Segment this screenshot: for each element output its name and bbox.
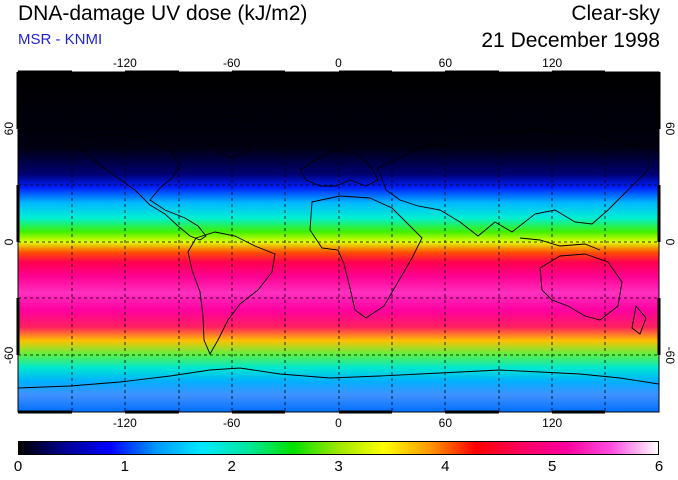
colorbar-tick-label: 0 <box>13 458 23 475</box>
colorbar-tick-label: 4 <box>441 458 450 475</box>
colorbar-tick-label: 2 <box>227 458 236 475</box>
lon-label-bottom: 120 <box>542 416 562 430</box>
lon-label-top: -60 <box>223 56 241 70</box>
europe-coast <box>299 149 379 187</box>
map-title: DNA-damage UV dose (kJ/m2) <box>18 2 308 25</box>
lon-labels-bottom: -120 -60 0 60 120 <box>113 416 563 430</box>
australia-coast <box>539 253 623 321</box>
lat-label-left: 0 <box>2 238 16 245</box>
lat-label-left: 60 <box>2 122 16 136</box>
lat-labels-right: 60 0 -60 <box>663 122 677 364</box>
lat-label-left: -60 <box>2 346 16 364</box>
map-frame <box>16 70 661 414</box>
north-america-coast <box>58 134 207 241</box>
asia-coast <box>377 129 651 237</box>
source-label: MSR - KNMI <box>18 31 103 48</box>
lon-label-bottom: 0 <box>335 416 342 430</box>
new-zealand-coast <box>631 304 647 335</box>
lon-labels-top: -120 -60 0 60 120 <box>113 56 563 70</box>
sky-condition: Clear-sky <box>571 2 660 25</box>
africa-coast <box>309 195 423 319</box>
lon-label-top: 0 <box>335 56 342 70</box>
colorbar-tick-label: 3 <box>334 458 343 475</box>
colorbar-tick-label: 6 <box>654 458 664 475</box>
lat-labels-left: 60 0 -60 <box>2 122 16 364</box>
uv-dose-map: -120 -60 0 60 120 -120 -60 0 60 120 60 0 -60 60 0 -6… <box>2 56 677 430</box>
lon-label-top: 60 <box>439 56 453 70</box>
coastlines <box>18 114 659 389</box>
lon-label-top: -120 <box>113 56 137 70</box>
map-date: 21 December 1998 <box>481 29 660 52</box>
lon-label-bottom: -120 <box>113 416 137 430</box>
lat-label-right: -60 <box>663 347 677 365</box>
colorbar-tick-label: 1 <box>120 458 129 475</box>
lon-label-bottom: -60 <box>223 416 241 430</box>
south-america-coast <box>187 231 276 356</box>
colorbar-tick-label: 5 <box>547 458 557 475</box>
greenland-coast <box>199 114 263 159</box>
lat-lon-grid <box>18 72 659 412</box>
lon-label-bottom: 60 <box>439 416 453 430</box>
lat-label-right: 0 <box>663 239 677 246</box>
antarctica-coast <box>18 367 659 389</box>
colorbar <box>18 441 659 455</box>
indonesia-coast <box>519 237 601 251</box>
lon-label-top: 120 <box>542 56 562 70</box>
lat-label-right: 60 <box>663 122 677 136</box>
